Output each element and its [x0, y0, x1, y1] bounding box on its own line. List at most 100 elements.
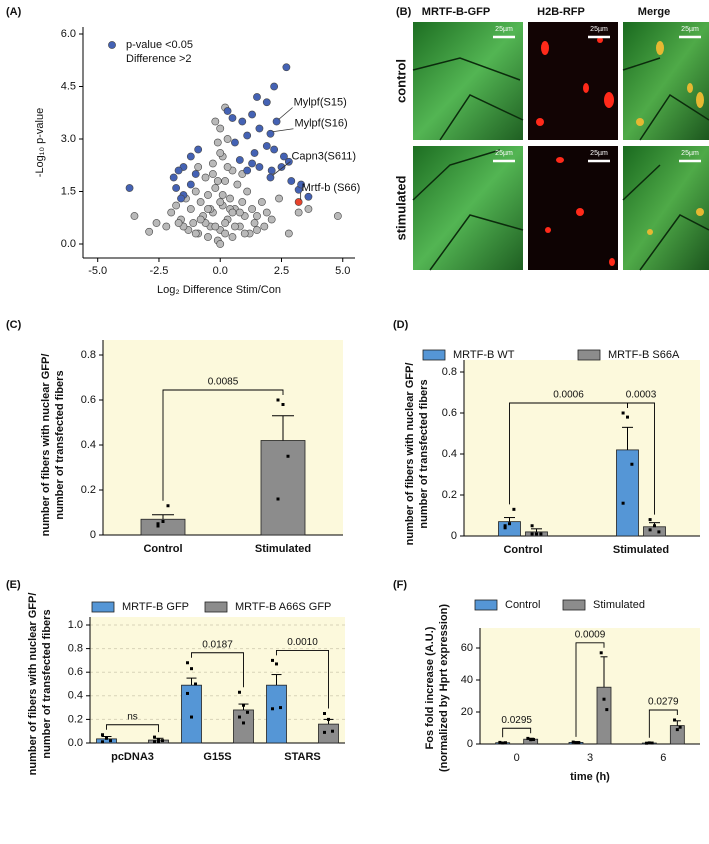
data-point [599, 651, 603, 655]
y-tick-label: 0.0 [68, 737, 83, 749]
data-point [191, 187, 200, 196]
data-point [174, 166, 183, 175]
data-point [167, 208, 176, 217]
x-tick-label: Control [503, 544, 542, 556]
y-tick-label: 0.8 [442, 366, 457, 378]
y-tick-label: 3.0 [61, 133, 76, 145]
legend-swatch [204, 601, 228, 613]
data-point [621, 501, 625, 505]
y-axis-label: number of transfected fibers [54, 370, 66, 519]
data-point [101, 740, 104, 744]
bar [266, 684, 287, 744]
data-point [196, 215, 205, 224]
data-point [208, 170, 217, 178]
data-point [223, 107, 232, 115]
data-point [333, 212, 342, 220]
significance-bracket [162, 389, 284, 501]
bar [260, 440, 306, 536]
panel-label: (D) [393, 319, 409, 331]
data-point [153, 735, 156, 739]
data-point [240, 229, 249, 238]
plot-background [90, 617, 345, 743]
data-point [169, 173, 178, 182]
data-point [276, 497, 280, 501]
x-tick-label: Stimulated [613, 544, 669, 556]
data-point [574, 741, 578, 745]
data-point [204, 205, 212, 213]
micrograph [413, 22, 523, 140]
bar [181, 684, 202, 744]
x-tick-label: 0 [514, 752, 520, 764]
data-point [243, 131, 252, 140]
data-point [284, 157, 293, 166]
data-point [530, 524, 534, 528]
micrograph [413, 146, 523, 270]
y-tick-label: 0.2 [81, 484, 96, 496]
y-tick-label: 20 [461, 706, 473, 718]
legend-swatch [91, 601, 115, 613]
data-point [213, 177, 222, 185]
data-point [223, 163, 232, 171]
micrograph [623, 146, 709, 270]
panel-label: (F) [393, 579, 407, 591]
legend-label: MRTF-B WT [453, 349, 515, 361]
data-point [105, 736, 108, 740]
legend-label: MRTF-B GFP [122, 601, 189, 613]
data-point [266, 129, 275, 138]
data-point [208, 159, 217, 168]
data-point [186, 205, 195, 213]
data-point [216, 124, 225, 133]
annotation: Mrtf-b (S66) [302, 182, 361, 194]
y-tick-label: 0.2 [442, 489, 457, 501]
data-point [109, 739, 112, 743]
data-point [650, 741, 654, 745]
data-point [294, 208, 303, 217]
bar [233, 709, 254, 744]
significance-label: 0.0010 [287, 637, 318, 648]
y-tick-label: 6.0 [61, 28, 76, 40]
y-tick-label: 0.4 [68, 690, 83, 702]
panel-label: (A) [6, 6, 22, 18]
micrograph [528, 146, 618, 270]
panel-label: (C) [6, 319, 22, 331]
y-axis-label: Fos fold increase (A.U.) [424, 626, 436, 749]
data-point [255, 163, 264, 171]
significance-label: 0.0085 [208, 377, 239, 388]
annotation: Capn3(S611) [291, 150, 356, 162]
data-point [262, 142, 271, 150]
significance-bracket [575, 642, 605, 737]
data-point [508, 522, 511, 526]
data-point [277, 163, 286, 171]
legend-marker [108, 41, 116, 49]
y-tick-label: 40 [461, 674, 473, 686]
y-axis-label: number of fibers with nuclear GFP/ [27, 593, 39, 776]
data-point [228, 233, 237, 241]
data-point [503, 526, 507, 530]
data-point [243, 187, 252, 196]
data-point [529, 738, 533, 742]
annotation-leader [278, 107, 293, 120]
data-point [571, 740, 575, 744]
data-point [194, 163, 203, 171]
data-point [267, 166, 276, 175]
y-tick-label: 0 [451, 530, 457, 542]
y-tick-label: 0.4 [81, 439, 96, 451]
data-point [282, 63, 291, 72]
data-point [255, 124, 264, 133]
data-point [228, 114, 237, 122]
data-point [630, 462, 634, 466]
y-axis-label: (normalized by Hprt expression) [438, 604, 450, 772]
bar [643, 526, 666, 537]
data-point [152, 219, 161, 227]
bar [318, 723, 339, 744]
data-point [270, 145, 279, 154]
data-point [156, 522, 160, 526]
annotation-leader [272, 161, 291, 176]
data-point [194, 145, 203, 154]
data-point [161, 520, 165, 523]
data-point [211, 117, 220, 126]
bar [616, 449, 639, 537]
data-point [262, 208, 271, 217]
x-axis-label: Log₂ Difference Stim/Con [157, 284, 281, 296]
x-tick-label: G15S [203, 751, 231, 763]
